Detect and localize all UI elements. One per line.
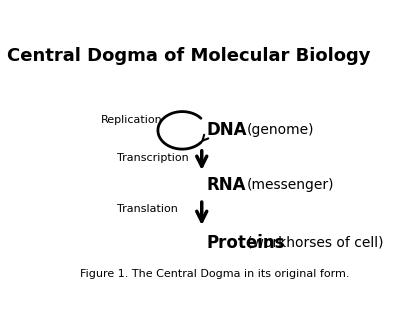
Text: (genome): (genome) [247,124,315,137]
Text: Replication: Replication [101,115,163,125]
Text: RNA: RNA [207,176,246,194]
Text: Central Dogma of Molecular Biology: Central Dogma of Molecular Biology [7,46,371,64]
Text: Translation: Translation [117,204,178,214]
Text: DNA: DNA [207,121,247,139]
Text: Figure 1. The Central Dogma in its original form.: Figure 1. The Central Dogma in its origi… [80,269,349,279]
Text: Proteins: Proteins [207,234,285,252]
Text: (workhorses of cell): (workhorses of cell) [247,236,384,250]
Text: Transcription: Transcription [117,153,189,163]
Text: (messenger): (messenger) [247,178,335,192]
